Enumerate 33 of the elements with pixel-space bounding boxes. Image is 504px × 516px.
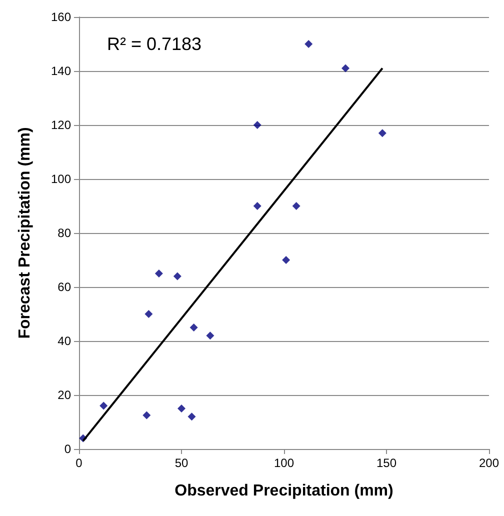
y-tick-label: 20 bbox=[58, 388, 72, 402]
x-tick-label: 50 bbox=[174, 456, 188, 470]
x-tick-label: 0 bbox=[76, 456, 83, 470]
y-axis-title: Forecast Precipitation (mm) bbox=[16, 127, 34, 339]
point bbox=[253, 202, 262, 210]
y-tick-label: 40 bbox=[58, 334, 72, 348]
y-tick-label: 80 bbox=[58, 226, 72, 240]
y-tick-label: 160 bbox=[50, 10, 72, 24]
x-tick-label: 100 bbox=[274, 456, 294, 470]
point bbox=[253, 121, 262, 129]
y-tick-label: 140 bbox=[50, 64, 72, 78]
point bbox=[144, 310, 153, 318]
point bbox=[173, 272, 182, 280]
point bbox=[304, 40, 313, 48]
annotation: R² = 0.7183 bbox=[107, 34, 202, 54]
point bbox=[378, 129, 386, 138]
point bbox=[190, 324, 198, 332]
point bbox=[100, 402, 108, 410]
y-tick-label: 120 bbox=[50, 118, 72, 132]
point bbox=[154, 270, 163, 278]
x-tick-label: 150 bbox=[376, 456, 397, 470]
point bbox=[342, 64, 350, 72]
point bbox=[188, 412, 196, 421]
x-axis-title: Observed Precipitation (mm) bbox=[174, 482, 394, 500]
point bbox=[282, 256, 290, 264]
point bbox=[292, 202, 300, 210]
y-tick-label: 100 bbox=[50, 172, 72, 186]
point bbox=[178, 404, 186, 412]
x-tick-label: 200 bbox=[478, 456, 500, 470]
point bbox=[206, 332, 214, 340]
y-tick-label: 60 bbox=[58, 280, 72, 294]
point bbox=[142, 411, 151, 420]
y-tick-label: 0 bbox=[64, 442, 72, 456]
